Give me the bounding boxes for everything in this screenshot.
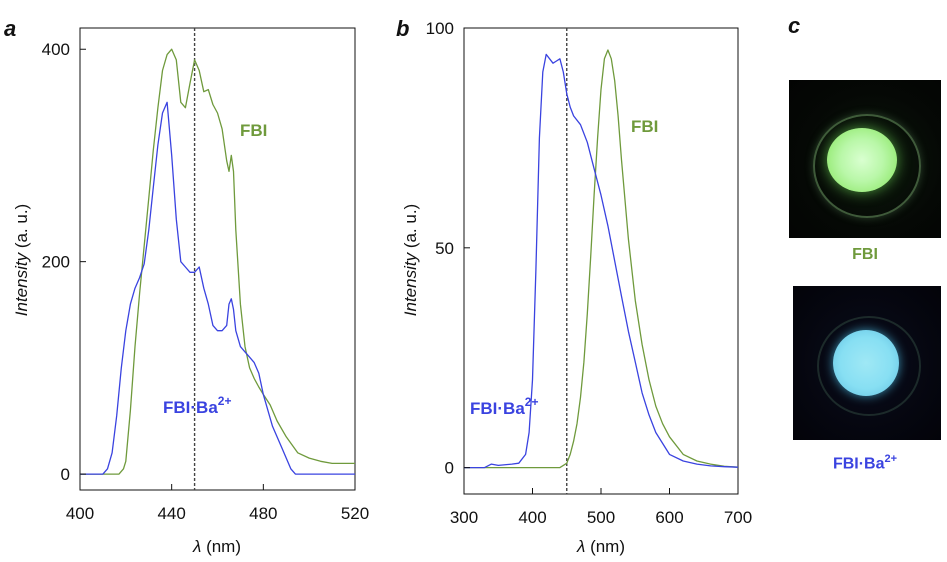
photo-fbi-ba-glow (833, 330, 899, 396)
plot-frame-a (79, 27, 356, 491)
legend-fbi-b: FBI (631, 117, 658, 136)
x-axis-label-a: λ (nm) (192, 537, 241, 556)
panel-letter-c: c (788, 13, 800, 38)
photo-fbi-glow (827, 128, 897, 192)
photo-fbi (789, 80, 941, 238)
axis-ticks-a: 400 440 480 520 0 200 400 (42, 40, 370, 523)
y-tick-label-b: 100 (426, 19, 454, 38)
y-tick-label-b: 0 (445, 459, 454, 478)
legend-fbi-ba-b: FBI·Ba2+ (470, 395, 538, 418)
series-lines-b (464, 28, 739, 494)
photo-fbi-ring (813, 114, 921, 218)
y-axis-label-b: Intensity (a. u.) (401, 204, 420, 316)
y-tick-label-a: 400 (42, 40, 70, 59)
series-line-b-fbi (464, 49, 739, 469)
y-axis-label-a: Intensity (a. u.) (12, 204, 31, 316)
series-line-a-fbi-ba (80, 101, 355, 475)
series-lines-a (80, 28, 355, 490)
axis-ticks-b: 300 400 500 600 700 0 50 100 (426, 19, 753, 527)
legend-fbi-ba-a: FBI·Ba2+ (163, 394, 231, 417)
x-tick-label-b: 500 (587, 508, 615, 527)
x-tick-label-a: 480 (249, 504, 277, 523)
x-tick-label-b: 700 (724, 508, 752, 527)
chart-panel-a: 400 440 480 520 0 200 400 Intensity (a. u.) λ … (12, 27, 370, 556)
photo-fbi-ba-ring (817, 316, 921, 416)
photo-fbi-ba (793, 286, 941, 440)
y-tick-label-b: 50 (435, 239, 454, 258)
panel-letter-a: a (4, 16, 16, 41)
x-tick-label-b: 400 (518, 508, 546, 527)
x-tick-label-a: 400 (66, 504, 94, 523)
x-axis-label-b: λ (nm) (576, 537, 625, 556)
panel-letter-b: b (396, 16, 409, 41)
x-tick-label-b: 600 (655, 508, 683, 527)
y-tick-label-a: 0 (61, 465, 70, 484)
photo-label-fbi: FBI (852, 246, 878, 263)
photo-label-fbi-ba: FBI·Ba2+ (832, 453, 898, 473)
y-tick-label-a: 200 (42, 253, 70, 272)
x-tick-label-a: 520 (341, 504, 369, 523)
x-tick-label-a: 440 (157, 504, 185, 523)
x-tick-label-b: 300 (450, 508, 478, 527)
series-line-b-fbi-ba (464, 53, 739, 469)
legend-fbi-a: FBI (240, 121, 267, 140)
